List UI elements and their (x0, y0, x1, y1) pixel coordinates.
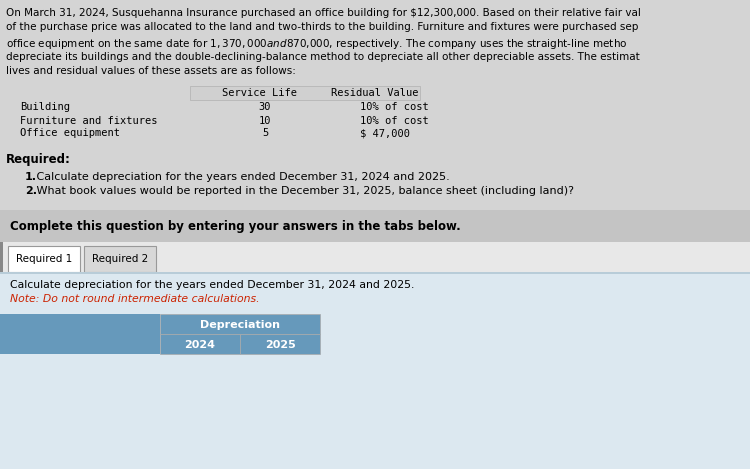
Text: 1.: 1. (25, 172, 37, 182)
Bar (0, 242, 750, 272)
Bar (84, 247, 156, 272)
Bar (240, 334, 320, 355)
Text: Furniture and fixtures: Furniture and fixtures (20, 115, 158, 126)
Text: Required 1: Required 1 (16, 255, 72, 265)
Text: Residual Value: Residual Value (332, 89, 419, 98)
Bar (160, 334, 240, 355)
Text: 10: 10 (259, 115, 272, 126)
Bar (0, 272, 750, 274)
Text: Complete this question by entering your answers in the tabs below.: Complete this question by entering your … (10, 220, 460, 233)
Text: 2024: 2024 (184, 340, 215, 349)
Text: Calculate depreciation for the years ended December 31, 2024 and 2025.: Calculate depreciation for the years end… (33, 172, 450, 182)
Text: What book values would be reported in the December 31, 2025, balance sheet (incl: What book values would be reported in th… (33, 187, 574, 197)
Text: depreciate its buildings and the double-declining-balance method to depreciate a: depreciate its buildings and the double-… (6, 52, 640, 61)
Text: 30: 30 (259, 103, 272, 113)
Text: On March 31, 2024, Susquehanna Insurance purchased an office building for $12,30: On March 31, 2024, Susquehanna Insurance… (6, 8, 640, 18)
Bar (0, 211, 750, 242)
Bar (8, 247, 80, 272)
Text: 2025: 2025 (265, 340, 296, 349)
Text: Depreciation: Depreciation (200, 319, 280, 330)
Text: $ 47,000: $ 47,000 (360, 129, 410, 138)
Text: Calculate depreciation for the years ended December 31, 2024 and 2025.: Calculate depreciation for the years end… (10, 280, 414, 290)
Text: 2.: 2. (25, 187, 37, 197)
Bar (190, 86, 420, 100)
Text: Office equipment: Office equipment (20, 129, 120, 138)
Text: of the purchase price was allocated to the land and two-thirds to the building. : of the purchase price was allocated to t… (6, 23, 638, 32)
Text: 10% of cost: 10% of cost (360, 103, 429, 113)
Bar (0, 272, 750, 469)
Text: 5: 5 (262, 129, 268, 138)
Text: lives and residual values of these assets are as follows:: lives and residual values of these asset… (6, 66, 296, 76)
Bar (0, 315, 160, 355)
Text: 10% of cost: 10% of cost (360, 115, 429, 126)
Text: Building: Building (20, 103, 70, 113)
Text: Required 2: Required 2 (92, 255, 148, 265)
Text: Required:: Required: (6, 153, 70, 166)
Text: Service Life: Service Life (223, 89, 298, 98)
Text: Note: Do not round intermediate calculations.: Note: Do not round intermediate calculat… (10, 295, 260, 304)
Text: office equipment on the same date for $1,370,000 and $870,000, respectively. The: office equipment on the same date for $1… (6, 37, 628, 51)
Bar (160, 315, 320, 334)
Bar (0, 242, 3, 272)
